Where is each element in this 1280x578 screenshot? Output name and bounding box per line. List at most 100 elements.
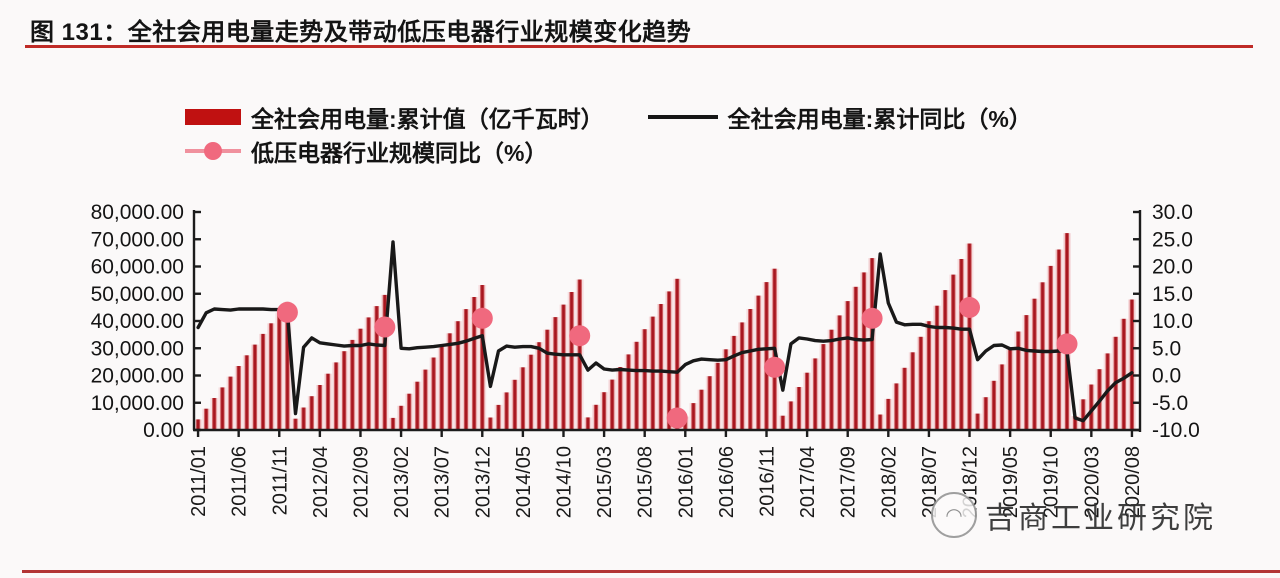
- marker: [764, 356, 786, 378]
- bar: [1040, 282, 1045, 430]
- x-axis-label: 2011/11: [269, 446, 291, 515]
- legend-label: 低压电器行业规模同比（%）: [251, 140, 548, 166]
- marker: [959, 296, 980, 318]
- bar: [325, 373, 331, 430]
- bar: [861, 272, 867, 430]
- left-axis-label: 40,000.00: [91, 310, 184, 333]
- bar: [382, 294, 388, 430]
- right-axis-label: 10.0: [1152, 310, 1193, 333]
- bar: [228, 376, 233, 430]
- bar: [1121, 318, 1127, 430]
- bar: [1007, 348, 1013, 430]
- bar: [415, 381, 420, 430]
- bottom-divider: [22, 570, 1280, 573]
- right-axis-label: 0.0: [1152, 365, 1181, 388]
- bar: [609, 379, 615, 430]
- x-axis-label: 2016/11: [757, 446, 779, 517]
- bar: [203, 408, 209, 430]
- line-swatch-icon: [647, 115, 718, 119]
- bar: [780, 415, 786, 430]
- marker: [374, 316, 396, 338]
- bar: [601, 392, 607, 430]
- legend-row-2: 低压电器行业规模同比（%）: [185, 134, 1032, 168]
- x-axis-label: 2012/04: [310, 446, 332, 518]
- bar: [431, 357, 436, 430]
- bar: [439, 345, 444, 430]
- bar: [260, 333, 266, 430]
- x-axis-label: 2017/04: [797, 446, 819, 518]
- bar: [764, 282, 769, 430]
- x-axis-label: 2020/03: [1081, 446, 1103, 518]
- bar: [471, 297, 477, 430]
- bar: [1129, 299, 1135, 430]
- bar: [886, 398, 891, 430]
- left-axis-label: 20,000.00: [91, 365, 184, 388]
- title-divider: [25, 45, 1253, 48]
- bar: [618, 367, 623, 430]
- legend-item-bar-series: 全社会用电量:累计值（亿千瓦时）: [185, 100, 604, 134]
- figure-title: 图 131：全社会用电量走势及带动低压电器行业规模变化趋势: [30, 19, 692, 46]
- bar: [821, 344, 826, 430]
- bar: [934, 305, 940, 430]
- bar: [423, 369, 428, 430]
- bar: [1080, 399, 1086, 430]
- bar: [374, 306, 379, 430]
- x-axis-label: 2011/01: [188, 446, 210, 517]
- bar: [853, 286, 859, 430]
- x-axis-label: 2015/03: [594, 446, 616, 518]
- bar: [626, 354, 631, 430]
- left-axis-label: 0.00: [143, 419, 184, 442]
- right-axis-label: 25.0: [1152, 228, 1193, 251]
- bar: [788, 401, 794, 430]
- cumulative-yoy-line: [196, 240, 1134, 423]
- marker: [1056, 333, 1078, 355]
- axes: 80,000.00 70,000.00 60,000.00 50,000.00 40,0…: [91, 201, 1200, 518]
- bar: [674, 278, 680, 430]
- bar: [715, 362, 721, 430]
- bar: [504, 392, 509, 430]
- line-marker-swatch-icon: [185, 142, 241, 160]
- bar: [666, 291, 672, 430]
- watermark-text: 吉商工业研究院: [985, 502, 1216, 535]
- marker-dot-icon: [204, 142, 222, 160]
- bar: [496, 404, 501, 430]
- bar: [398, 405, 404, 430]
- x-axis-label: 2015/08: [635, 446, 657, 518]
- bar: [585, 417, 591, 430]
- bar: [756, 295, 761, 430]
- bar: [447, 333, 453, 430]
- bar: [999, 364, 1005, 430]
- bar: [942, 290, 948, 430]
- bar: [390, 417, 396, 430]
- bar: [739, 322, 745, 430]
- x-axis-label: 2019/10: [1041, 446, 1063, 518]
- bar: [480, 285, 485, 430]
- bar: [869, 258, 875, 430]
- left-axis-label: 60,000.00: [91, 256, 184, 279]
- bar: [983, 397, 989, 430]
- x-axis-label: 2011/06: [229, 446, 251, 517]
- bar: [569, 292, 574, 430]
- marker: [666, 407, 688, 429]
- bar: [1072, 416, 1078, 430]
- marker: [471, 307, 493, 329]
- bar: [796, 387, 802, 430]
- bar: [561, 304, 566, 430]
- bar: [1048, 265, 1053, 430]
- x-axis-label: 2013/07: [432, 446, 454, 518]
- bar: [642, 329, 647, 430]
- bar: [212, 398, 217, 430]
- bar: [317, 385, 323, 430]
- bar: [837, 315, 842, 430]
- industry-yoy-markers: [276, 296, 1078, 429]
- x-axis-label: 2014/05: [513, 446, 535, 518]
- bar: [341, 351, 347, 430]
- chart-legend: 全社会用电量:累计值（亿千瓦时） 全社会用电量:累计同比（%） 低压电器行业规模…: [185, 100, 1032, 168]
- bar: [1089, 384, 1094, 430]
- bar: [528, 354, 534, 430]
- marker: [569, 325, 591, 347]
- bar: [967, 243, 972, 430]
- right-axis-label: -10.0: [1152, 419, 1200, 442]
